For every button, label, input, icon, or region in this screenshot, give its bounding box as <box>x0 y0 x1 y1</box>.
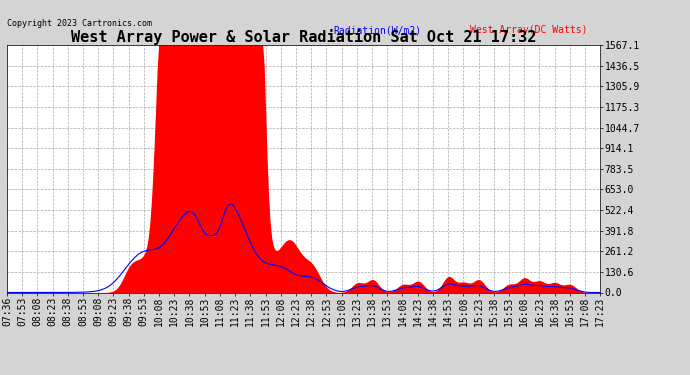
Title: West Array Power & Solar Radiation Sat Oct 21 17:32: West Array Power & Solar Radiation Sat O… <box>71 29 536 45</box>
Text: West Array(DC Watts): West Array(DC Watts) <box>470 25 587 35</box>
Text: Radiation(W/m2): Radiation(W/m2) <box>333 25 422 35</box>
Text: Copyright 2023 Cartronics.com: Copyright 2023 Cartronics.com <box>7 19 152 28</box>
